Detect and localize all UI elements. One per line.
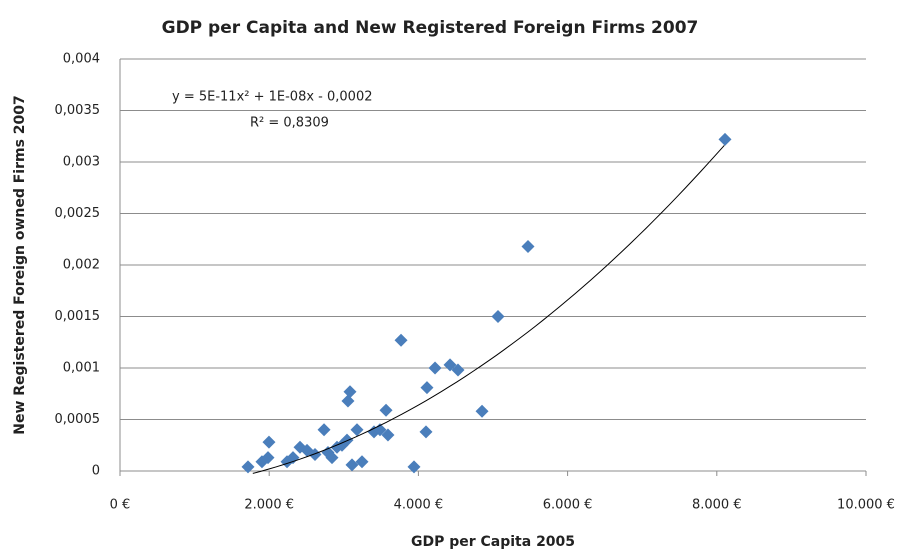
data-point bbox=[381, 428, 395, 442]
data-point bbox=[325, 451, 339, 465]
x-tick-label: 10.000 € bbox=[837, 498, 895, 513]
x-tick-label: 8.000 € bbox=[692, 498, 742, 513]
data-point bbox=[394, 333, 408, 347]
y-tick-label: 0,004 bbox=[63, 52, 100, 67]
trendline-equation: y = 5E-11x² + 1E-08x - 0,0002 bbox=[172, 90, 372, 105]
data-point bbox=[345, 458, 359, 472]
data-point bbox=[261, 451, 275, 465]
x-tick-label: 0 € bbox=[110, 498, 131, 513]
data-point bbox=[475, 404, 489, 418]
y-tick-label: 0 bbox=[92, 464, 100, 479]
data-point bbox=[379, 403, 393, 417]
y-tick-label: 0,002 bbox=[63, 258, 100, 273]
y-tick-label: 0,0015 bbox=[55, 309, 101, 324]
data-point bbox=[241, 460, 255, 474]
data-point bbox=[341, 394, 355, 408]
data-point bbox=[308, 448, 322, 462]
data-point bbox=[407, 460, 421, 474]
data-point bbox=[718, 132, 732, 146]
y-tick-label: 0,0035 bbox=[55, 103, 101, 118]
data-point bbox=[420, 381, 434, 395]
data-point bbox=[443, 358, 457, 372]
x-tick-label: 2.000 € bbox=[244, 498, 294, 513]
data-point bbox=[419, 425, 433, 439]
data-point bbox=[262, 435, 276, 449]
y-tick-label: 0,0005 bbox=[55, 412, 101, 427]
x-tick-label: 6.000 € bbox=[543, 498, 593, 513]
data-point bbox=[451, 363, 465, 377]
data-point bbox=[491, 310, 505, 323]
r-squared: R² = 0,8309 bbox=[250, 116, 329, 131]
y-tick-label: 0,003 bbox=[63, 155, 100, 170]
x-axis-title: GDP per Capita 2005 bbox=[411, 534, 575, 550]
y-tick-label: 0,001 bbox=[63, 361, 100, 376]
x-tick-label: 4.000 € bbox=[394, 498, 444, 513]
data-point bbox=[343, 385, 357, 399]
data-point bbox=[521, 239, 535, 253]
data-point bbox=[317, 423, 331, 437]
chart-title: GDP per Capita and New Registered Foreig… bbox=[162, 18, 699, 38]
trendline bbox=[252, 145, 725, 474]
data-point bbox=[428, 361, 442, 375]
y-tick-label: 0,0025 bbox=[55, 206, 101, 221]
data-point bbox=[340, 433, 354, 447]
y-axis-title: New Registered Foreign owned Firms 2007 bbox=[12, 95, 28, 435]
data-point bbox=[355, 455, 369, 469]
data-point bbox=[350, 423, 364, 437]
